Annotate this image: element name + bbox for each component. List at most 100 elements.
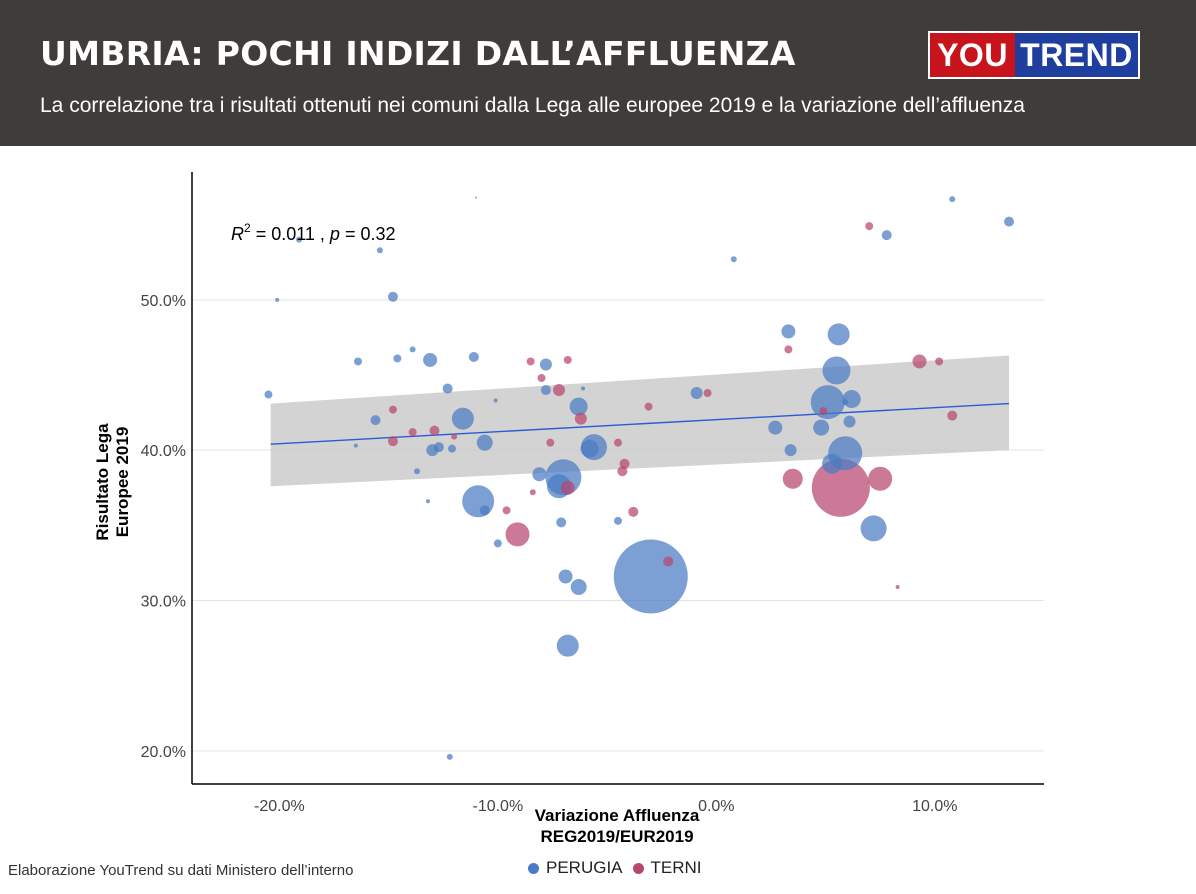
data-point-perugia	[581, 386, 586, 391]
y-tick-label: 20.0%	[141, 744, 186, 761]
data-point-perugia	[451, 407, 474, 430]
chart-legend: PERUGIA TERNI	[528, 858, 712, 878]
page-title: UMBRIA: POCHI INDIZI DALL’AFFLUENZA	[40, 34, 796, 73]
data-point-perugia	[353, 443, 358, 448]
data-point-perugia	[442, 383, 453, 394]
data-point-terni	[563, 355, 572, 364]
data-point-perugia	[493, 398, 498, 403]
data-point-perugia	[558, 569, 573, 584]
legend-label-perugia: PERUGIA	[546, 858, 623, 877]
data-point-terni	[388, 405, 397, 414]
data-point-perugia	[768, 420, 783, 435]
correlation-annotation: R2 = 0.011 , p = 0.32	[231, 221, 395, 244]
y-axis-label-line2: Europee 2019	[113, 427, 132, 538]
page-subtitle: La correlazione tra i risultati ottenuti…	[40, 94, 1025, 117]
data-point-perugia	[613, 539, 688, 614]
data-point-terni	[560, 480, 575, 495]
y-axis-ticks: 20.0% 30.0% 40.0% 50.0%	[141, 293, 186, 761]
data-point-perugia	[614, 516, 622, 525]
data-point-terni	[811, 458, 870, 517]
y-tick-label: 30.0%	[141, 594, 186, 611]
data-point-perugia	[540, 385, 551, 396]
data-point-perugia	[425, 499, 430, 504]
data-point-perugia	[354, 357, 363, 366]
x-tick-label: -20.0%	[254, 798, 305, 815]
data-point-perugia	[532, 467, 547, 482]
legend-item-perugia: PERUGIA	[528, 858, 623, 878]
legend-label-terni: TERNI	[650, 858, 702, 877]
data-point-perugia	[843, 415, 856, 428]
data-point-perugia	[296, 236, 303, 243]
data-point-terni	[526, 357, 535, 366]
x-axis-label: Variazione Affluenza	[535, 806, 700, 825]
data-point-perugia	[539, 358, 552, 371]
data-point-terni	[451, 433, 458, 440]
data-point-perugia	[423, 352, 438, 367]
data-point-terni	[387, 436, 398, 447]
data-point-perugia	[462, 485, 495, 518]
data-point-perugia	[475, 196, 477, 199]
data-point-perugia	[447, 444, 456, 453]
legend-dot-perugia	[528, 862, 539, 874]
data-point-terni	[408, 428, 417, 437]
x-axis-ticks: -20.0% -10.0% 0.0% 10.0%	[254, 798, 957, 815]
data-point-perugia	[860, 515, 887, 542]
x-axis-label-line2: REG2019/EUR2019	[540, 827, 693, 846]
data-point-perugia	[556, 634, 579, 657]
data-point-perugia	[409, 346, 416, 353]
y-tick-label: 50.0%	[141, 293, 186, 310]
data-point-terni	[529, 489, 536, 496]
logo-trend-text: TREND	[1015, 33, 1138, 77]
confidence-band	[270, 355, 1010, 487]
data-point-terni	[819, 407, 828, 416]
data-point-perugia	[446, 753, 453, 760]
data-point-perugia	[881, 230, 892, 241]
data-point-terni	[644, 402, 653, 411]
data-point-perugia	[842, 390, 861, 409]
data-point-terni	[865, 222, 874, 231]
data-point-perugia	[493, 539, 502, 548]
data-point-terni	[912, 354, 927, 369]
data-point-perugia	[822, 453, 843, 474]
data-point-terni	[505, 522, 530, 547]
data-point-perugia	[476, 434, 493, 451]
data-point-perugia	[949, 196, 956, 203]
data-point-perugia	[784, 444, 797, 457]
data-point-terni	[935, 357, 944, 366]
data-point-terni	[614, 438, 622, 447]
data-point-terni	[619, 458, 630, 469]
data-point-perugia	[827, 323, 850, 346]
data-point-terni	[628, 506, 639, 517]
data-point-perugia	[376, 247, 383, 254]
data-point-terni	[502, 506, 511, 515]
data-point-perugia	[690, 387, 703, 400]
x-tick-label: -10.0%	[472, 798, 523, 815]
data-point-terni	[947, 410, 958, 421]
data-point-terni	[537, 374, 546, 383]
data-point-perugia	[393, 354, 402, 363]
data-point-terni	[546, 438, 555, 447]
data-point-perugia	[570, 579, 587, 596]
data-point-perugia	[433, 442, 444, 453]
data-point-perugia	[822, 356, 851, 385]
data-points	[264, 196, 1015, 760]
data-point-terni	[868, 466, 893, 491]
scatter-chart: -20.0% -10.0% 0.0% 10.0% 20.0% 30.0% 40.0% 50.…	[93, 172, 1044, 846]
x-tick-label: 0.0%	[698, 798, 734, 815]
data-point-terni	[617, 466, 628, 477]
data-point-terni	[895, 585, 900, 590]
legend-dot-terni	[632, 862, 644, 874]
data-point-terni	[703, 389, 712, 398]
data-point-perugia	[569, 397, 588, 416]
y-axis-label: Risultato Lega	[93, 423, 112, 541]
data-point-perugia	[264, 390, 273, 399]
data-point-perugia	[781, 324, 796, 339]
data-point-perugia	[414, 468, 421, 475]
data-point-perugia	[730, 256, 737, 263]
data-point-perugia	[580, 439, 599, 458]
data-point-perugia	[556, 517, 567, 528]
data-point-terni	[574, 412, 587, 425]
source-note: Elaborazione YouTrend su dati Ministero …	[8, 862, 354, 879]
header-banner: UMBRIA: POCHI INDIZI DALL’AFFLUENZA La c…	[0, 0, 1196, 146]
data-point-perugia	[468, 351, 479, 362]
